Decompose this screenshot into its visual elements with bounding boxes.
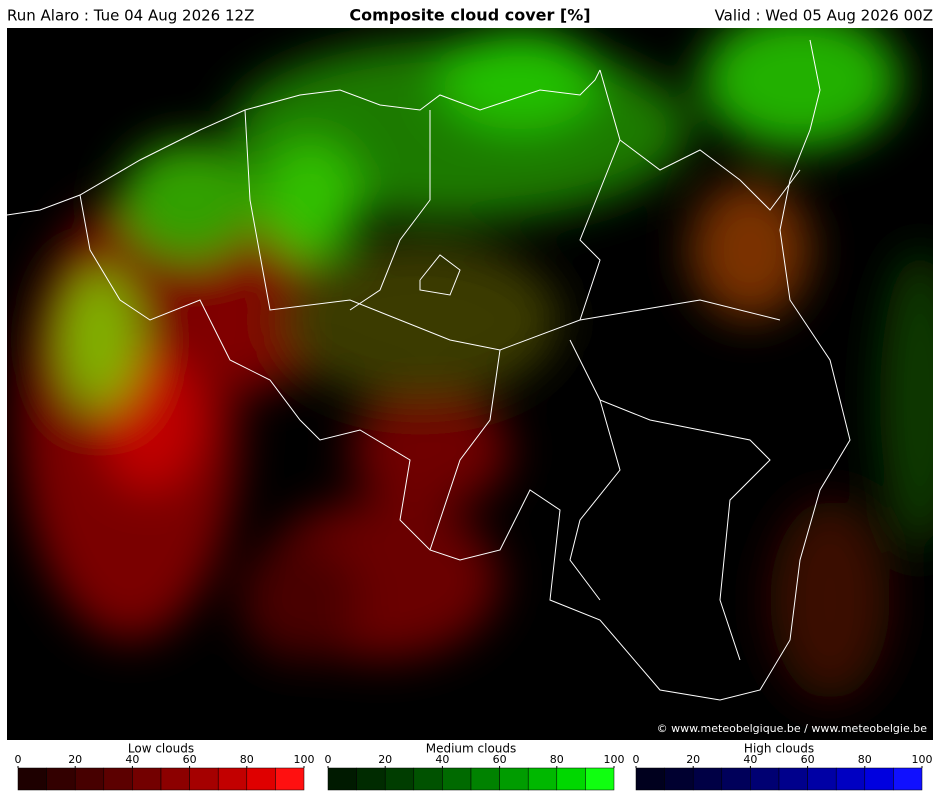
map-title: Composite cloud cover [%] — [349, 6, 590, 25]
color-segment — [470, 767, 500, 791]
legend-tick-label: 60 — [493, 753, 507, 766]
color-segment — [246, 767, 276, 791]
cloud-field — [20, 28, 933, 700]
legend-tick-label: 20 — [68, 753, 82, 766]
color-segment — [835, 767, 866, 791]
color-segment — [46, 767, 76, 791]
color-segment — [721, 767, 751, 791]
legend-tick-label: 0 — [633, 753, 640, 766]
legend-tick-label: 100 — [604, 753, 625, 766]
color-segment — [74, 767, 105, 791]
color-segment — [527, 767, 558, 791]
color-segment — [664, 767, 694, 791]
legend-tick-label: 100 — [294, 753, 315, 766]
legend-tick-label: 0 — [325, 753, 332, 766]
valid-label: Valid : Wed 05 Aug 2026 00Z — [715, 7, 933, 25]
color-segment — [160, 767, 190, 791]
color-segment — [17, 767, 47, 791]
color-segment — [275, 767, 305, 791]
legend-tick-label: 60 — [801, 753, 815, 766]
color-segment — [384, 767, 415, 791]
copyright: © www.meteobelgique.be / www.meteobelgie… — [657, 722, 928, 735]
legend-title: Low clouds — [128, 742, 194, 756]
color-segment — [327, 767, 357, 791]
color-segment — [750, 767, 780, 791]
color-segment — [893, 767, 923, 791]
legend-title: Medium clouds — [426, 742, 517, 756]
legend-tick-label: 60 — [183, 753, 197, 766]
color-segment — [499, 767, 529, 791]
legend-tick-label: 40 — [125, 753, 139, 766]
color-segment — [103, 767, 133, 791]
map: © www.meteobelgique.be / www.meteobelgie… — [7, 28, 933, 740]
legend-tick-label: 40 — [435, 753, 449, 766]
legend-tick-label: 80 — [240, 753, 254, 766]
color-segment — [217, 767, 248, 791]
color-segment — [864, 767, 894, 791]
run-label: Run Alaro : Tue 04 Aug 2026 12Z — [7, 7, 254, 25]
legends: Low clouds 0 20 40 60 80 100 Medium clouds 0 20 40… — [15, 742, 933, 791]
legend-tick-label: 20 — [378, 753, 392, 766]
color-segment — [556, 767, 586, 791]
color-segment — [692, 767, 723, 791]
color-segment — [356, 767, 386, 791]
color-segment — [132, 767, 162, 791]
legend-tick-label: 40 — [743, 753, 757, 766]
legend-tick-label: 20 — [686, 753, 700, 766]
legend-tick-label: 80 — [858, 753, 872, 766]
legend-tick-label: 80 — [550, 753, 564, 766]
color-segment — [442, 767, 472, 791]
color-segment — [413, 767, 443, 791]
color-segment — [807, 767, 837, 791]
legend-tick-label: 100 — [912, 753, 933, 766]
color-segment — [189, 767, 219, 791]
borders — [7, 39, 851, 701]
color-segment — [635, 767, 665, 791]
color-segment — [778, 767, 808, 791]
legend-title: High clouds — [744, 742, 814, 756]
color-segment — [585, 767, 615, 791]
legend-tick-label: 0 — [15, 753, 22, 766]
